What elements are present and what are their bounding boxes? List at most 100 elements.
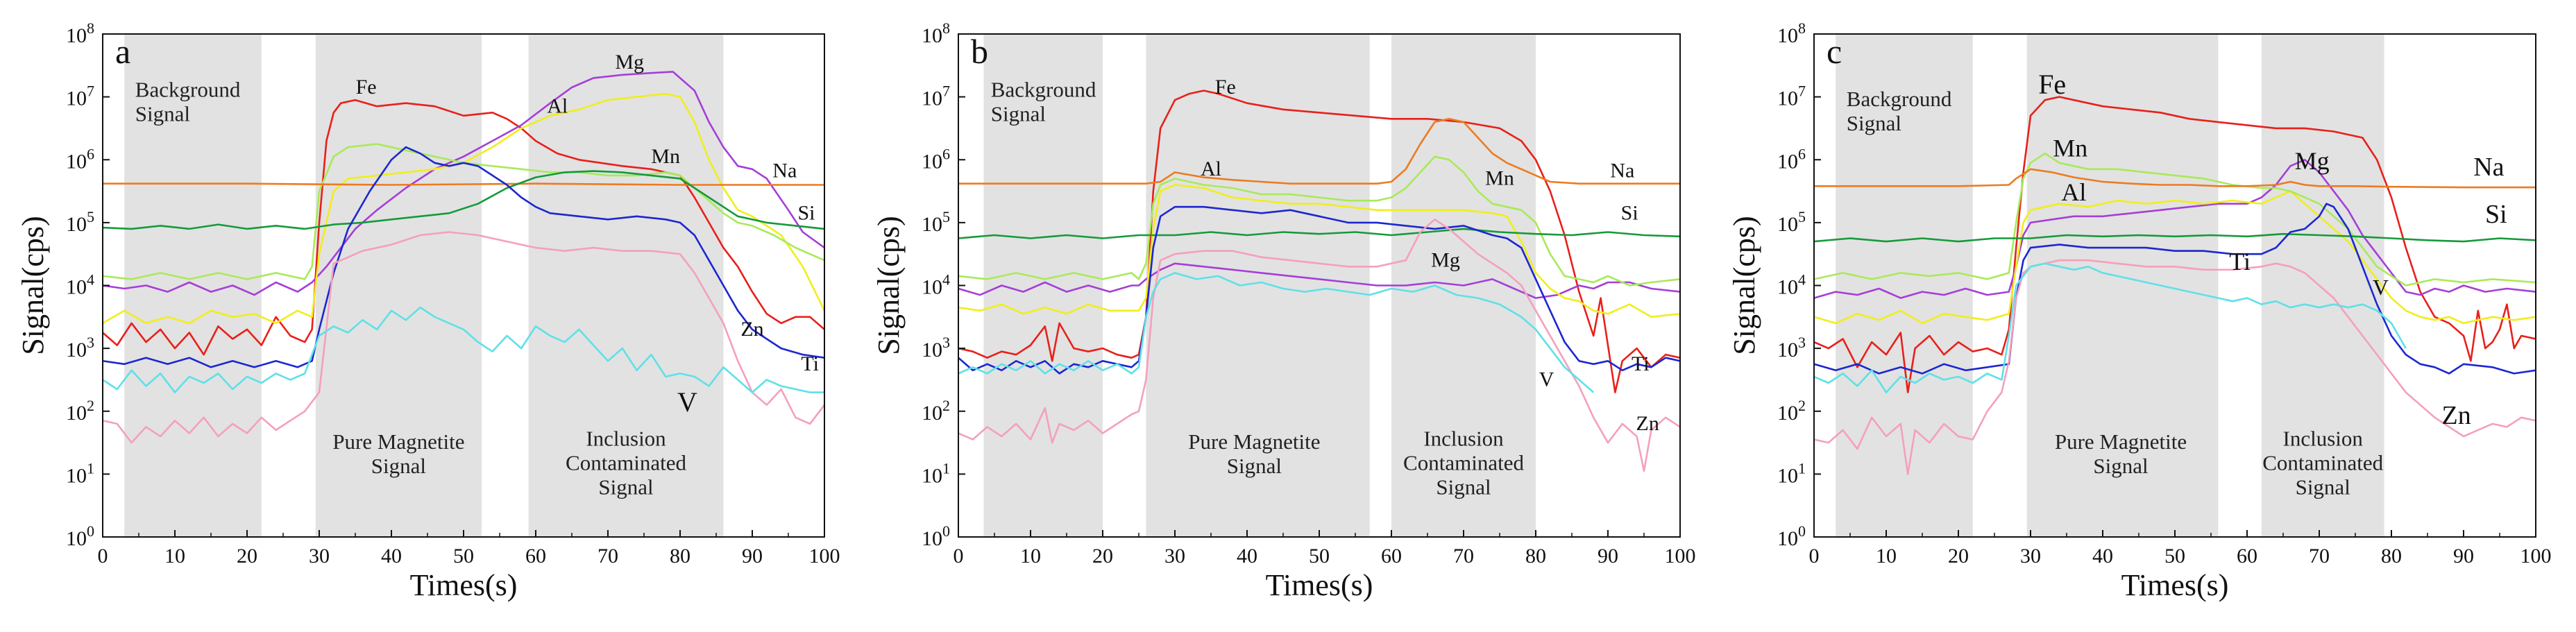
x-tick-label: 70 bbox=[2309, 545, 2330, 567]
series-label-mg: Mg bbox=[1431, 248, 1460, 271]
region-label-line: Background bbox=[135, 78, 241, 102]
y-tick-exp: 4 bbox=[942, 271, 950, 289]
series-label-al: Al bbox=[547, 94, 568, 117]
series-line-ti bbox=[103, 146, 824, 368]
region-label-line: Signal bbox=[135, 102, 190, 126]
region-label-line: Signal bbox=[991, 102, 1046, 126]
y-tick-label: 106 bbox=[66, 145, 94, 173]
series-label-fe: Fe bbox=[1215, 76, 1236, 99]
y-tick-base: 10 bbox=[66, 276, 87, 299]
x-tick-label: 20 bbox=[1948, 545, 1969, 567]
y-tick-exp: 6 bbox=[87, 145, 94, 162]
x-tick-label: 0 bbox=[1809, 545, 1820, 567]
region-label-0: Background Signal bbox=[991, 78, 1096, 126]
y-tick-base: 10 bbox=[1777, 339, 1798, 361]
y-tick-base: 10 bbox=[66, 87, 87, 110]
y-tick-label: 102 bbox=[1777, 397, 1806, 425]
y-tick-exp: 5 bbox=[942, 208, 950, 225]
y-tick-base: 10 bbox=[922, 24, 942, 47]
y-tick-exp: 2 bbox=[1798, 397, 1806, 414]
region-label-1: Pure Magnetite Signal bbox=[332, 429, 464, 478]
series-line-fe bbox=[1814, 96, 2536, 393]
y-tick-label: 105 bbox=[1777, 208, 1806, 236]
x-tick-label: 10 bbox=[164, 545, 185, 567]
series-label-v: V bbox=[2373, 275, 2389, 300]
panel-letter: a bbox=[115, 32, 130, 71]
y-tick-label: 101 bbox=[922, 459, 950, 487]
y-tick-exp: 7 bbox=[1798, 83, 1806, 100]
region-label-line: Pure Magnetite bbox=[332, 429, 464, 454]
x-axis-title: Times(s) bbox=[2121, 568, 2229, 602]
y-tick-base: 10 bbox=[1777, 527, 1798, 550]
region-label-line: Signal bbox=[371, 454, 426, 478]
y-tick-label: 103 bbox=[1777, 334, 1806, 361]
region-label-line: Signal bbox=[2296, 475, 2350, 499]
series-line-v bbox=[103, 306, 824, 393]
x-tick-label: 50 bbox=[453, 545, 474, 567]
y-tick-label: 108 bbox=[66, 19, 94, 47]
region-label-line: Signal bbox=[1227, 454, 1282, 478]
x-tick-label: 60 bbox=[2237, 545, 2257, 567]
y-tick-exp: 7 bbox=[942, 83, 950, 100]
y-tick-label: 104 bbox=[66, 271, 94, 299]
y-tick-base: 10 bbox=[922, 402, 942, 425]
series-line-na bbox=[958, 118, 1680, 185]
x-tick-label: 50 bbox=[1309, 545, 1330, 567]
y-tick-label: 100 bbox=[922, 522, 950, 550]
region-label-line: Background bbox=[991, 78, 1096, 102]
region-label-0: Background Signal bbox=[1847, 87, 1952, 135]
y-tick-exp: 3 bbox=[1798, 334, 1806, 351]
series-label-na: Na bbox=[2473, 153, 2504, 182]
chart-panel-c: Background Signal Pure Magnetite Signal Incl… bbox=[1727, 19, 2552, 602]
y-tick-label: 105 bbox=[922, 208, 950, 236]
y-axis-title: Signal(cps) bbox=[1727, 216, 1761, 355]
series-group bbox=[958, 89, 1680, 472]
series-line-al bbox=[1814, 190, 2536, 325]
series-label-mn: Mn bbox=[1485, 167, 1514, 190]
region-label-line: Signal bbox=[598, 475, 653, 499]
y-tick-exp: 6 bbox=[1798, 145, 1806, 162]
series-label-si: Si bbox=[797, 201, 815, 224]
y-tick-exp: 0 bbox=[942, 522, 950, 540]
y-tick-base: 10 bbox=[1777, 464, 1798, 487]
y-tick-label: 101 bbox=[1777, 459, 1806, 487]
y-tick-exp: 7 bbox=[87, 83, 94, 100]
region-label-line: Contaminated bbox=[566, 451, 686, 475]
series-label-fe: Fe bbox=[2038, 69, 2066, 100]
x-tick-label: 10 bbox=[1876, 545, 1897, 567]
x-tick-label: 80 bbox=[670, 545, 690, 567]
series-line-mn bbox=[958, 155, 1680, 287]
y-axis-title: Signal(cps) bbox=[872, 216, 906, 355]
series-line-v bbox=[958, 272, 1595, 393]
series-label-al: Al bbox=[1201, 157, 1221, 180]
x-tick-label: 80 bbox=[1525, 545, 1546, 567]
y-tick-label: 102 bbox=[66, 397, 94, 425]
x-tick-label: 50 bbox=[2164, 545, 2185, 567]
y-tick-label: 107 bbox=[1777, 83, 1806, 110]
region-label-line: Contaminated bbox=[1403, 451, 1524, 475]
region-band-1 bbox=[1146, 34, 1370, 537]
region-label-2: Inclusion Contaminated Signal bbox=[2262, 427, 2383, 499]
y-tick-label: 106 bbox=[1777, 145, 1806, 173]
x-tick-label: 90 bbox=[2453, 545, 2474, 567]
x-tick-label: 80 bbox=[2381, 545, 2402, 567]
x-tick-label: 30 bbox=[2020, 545, 2041, 567]
y-tick-base: 10 bbox=[922, 276, 942, 299]
series-label-zn: Zn bbox=[1636, 412, 1659, 435]
series-label-ti: Ti bbox=[801, 352, 819, 375]
y-tick-base: 10 bbox=[1777, 24, 1798, 47]
y-tick-exp: 8 bbox=[1798, 19, 1806, 37]
series-label-v: V bbox=[677, 386, 697, 418]
x-tick-label: 30 bbox=[309, 545, 330, 567]
series-group bbox=[1814, 96, 2536, 475]
series-line-mn bbox=[1814, 152, 2536, 287]
y-tick-label: 103 bbox=[922, 334, 950, 361]
series-label-na: Na bbox=[1610, 160, 1634, 182]
y-tick-exp: 4 bbox=[1798, 271, 1806, 289]
y-tick-exp: 3 bbox=[942, 334, 950, 351]
series-line-na bbox=[103, 182, 824, 186]
y-tick-exp: 0 bbox=[87, 522, 94, 540]
panel-letter: c bbox=[1827, 32, 1842, 71]
region-label-1: Pure Magnetite Signal bbox=[2055, 429, 2187, 478]
